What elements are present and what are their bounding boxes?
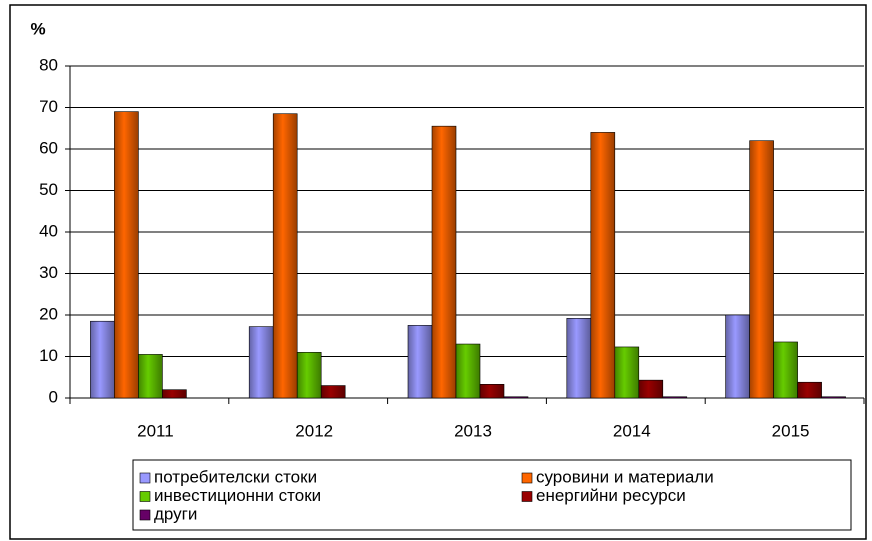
legend-swatch (521, 472, 533, 484)
x-tick-label: 2014 (613, 421, 651, 440)
y-tick-label: 60 (39, 138, 58, 157)
bar-shade (725, 315, 750, 398)
bar-shade (114, 111, 139, 399)
legend-swatch (521, 491, 533, 502)
bar-shade (614, 346, 639, 398)
y-tick-label: 20 (39, 304, 58, 323)
bar-shade (273, 113, 298, 398)
bar-shade (749, 140, 774, 398)
x-tick-label: 2013 (454, 421, 492, 440)
legend-swatch (139, 472, 151, 484)
bar-shade (480, 384, 504, 398)
x-tick-label: 2015 (772, 421, 810, 440)
bar-shade (662, 396, 687, 398)
y-tick-label: 30 (39, 263, 58, 282)
y-tick-label: 70 (39, 97, 58, 116)
bar-shade (408, 325, 432, 398)
x-tick-label: 2011 (137, 421, 174, 440)
bar-shade (138, 354, 163, 398)
legend-swatch (139, 491, 151, 502)
y-tick-label: 0 (49, 387, 58, 406)
legend (132, 459, 852, 531)
bar-shade (590, 132, 615, 398)
bar-shade (297, 352, 322, 398)
bar-shade (162, 389, 187, 398)
bar-shade (321, 385, 346, 398)
y-tick-label: 50 (39, 180, 58, 199)
bar-shade (797, 382, 822, 398)
legend-label: други (154, 504, 197, 523)
legend-label: енергийни ресурси (536, 486, 686, 505)
bar-shade (638, 380, 663, 398)
legend-label: потребителски стоки (154, 467, 317, 486)
legend-label: суровини и материали (536, 467, 714, 486)
x-tick-label: 2012 (295, 421, 333, 440)
bar-shade (249, 326, 274, 398)
legend-swatch (139, 509, 151, 521)
bar-shade (432, 126, 456, 399)
y-tick-label: 40 (39, 221, 58, 240)
bar-shade (90, 321, 115, 398)
chart-title: % (30, 19, 45, 38)
bar-shade (504, 396, 528, 398)
y-tick-label: 10 (39, 346, 58, 365)
bar-shade (456, 344, 480, 398)
bar-shade (821, 396, 846, 398)
legend-label: инвестиционни стоки (154, 486, 321, 505)
bar-shade (773, 341, 798, 398)
y-tick-label: 80 (39, 55, 58, 74)
bar-shade (566, 318, 591, 398)
